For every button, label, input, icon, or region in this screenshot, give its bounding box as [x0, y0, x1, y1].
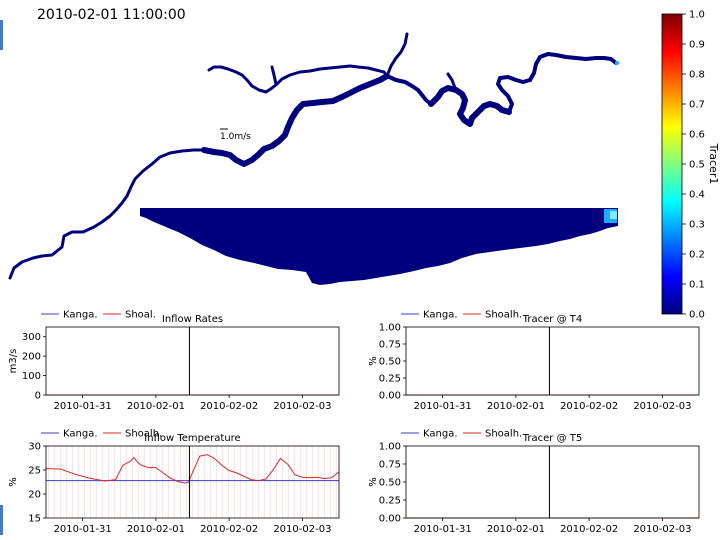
series-line-shoalh [45, 454, 340, 484]
y-tick-label: 0.00 [379, 391, 401, 402]
y-tick-label: 0.50 [379, 478, 401, 489]
colorbar-tick-label: 0.1 [689, 280, 705, 291]
plot-frame [45, 445, 340, 519]
chart-legend: Kanga. Shoal. [41, 310, 156, 321]
chart-title: Inflow Rates [162, 314, 223, 325]
colorbar-tick-label: 0.3 [689, 220, 705, 231]
legend-label: Shoalh. [125, 429, 162, 440]
colorbar-tick-label: 0.4 [689, 190, 705, 201]
y-tick-label: 0 [35, 391, 41, 402]
plot-area [406, 327, 699, 395]
y-tick-label: 15 [28, 514, 41, 525]
x-tick-label: 2010-02-03 [633, 401, 691, 412]
longitudinal-section [140, 208, 618, 285]
colorbar-tick-label: 1.0 [689, 10, 705, 21]
x-tick-label: 2010-01-31 [414, 524, 472, 535]
x-tick-label: 2010-02-02 [200, 524, 258, 535]
river-plan-view [8, 32, 618, 280]
left-edge-marker-top [0, 20, 3, 50]
y-tick-label: 0.50 [379, 357, 401, 368]
velocity-scale-label: 1.0m/s [220, 132, 251, 142]
y-tick-label: 0.75 [379, 460, 401, 471]
chart-tracer-t5: Tracer @ T5 0.00 0.25 0.50 0.75 1.00 2010-01-3… [368, 429, 700, 535]
y-tick-label: 25 [28, 466, 41, 477]
chart-legend: Kanga. Shoalh. [401, 310, 522, 321]
y-axis-label: % [368, 477, 379, 487]
y-tick-label: 1.00 [379, 323, 401, 334]
y-axis-label: % [368, 356, 379, 366]
x-tick-label: 2010-02-03 [633, 524, 691, 535]
colorbar-label: Tracer1 [707, 143, 720, 185]
x-tick-label: 2010-01-31 [54, 524, 112, 535]
x-tick-label: 2010-02-01 [127, 524, 185, 535]
colorbar-tick-label: 0.0 [689, 310, 705, 321]
x-tick-label: 2010-02-02 [560, 401, 618, 412]
y-tick-label: 0.25 [379, 496, 401, 507]
colorbar-gradient [661, 13, 683, 315]
section-inflow-core [610, 211, 617, 219]
x-tick-label: 2010-01-31 [54, 401, 112, 412]
chart-inflow-temperature: Inflow Temperature 15 20 25 30 2010-01-31 2010… [8, 429, 340, 535]
x-tick-label: 2010-02-02 [200, 401, 258, 412]
legend-label: Shoalh. [485, 429, 522, 440]
left-edge-marker-bottom [0, 505, 3, 535]
inflow-point-north [615, 61, 619, 65]
y-tick-label: 30 [28, 442, 41, 453]
x-tick-label: 2010-02-03 [273, 524, 331, 535]
chart-title: Tracer @ T5 [522, 433, 582, 444]
legend-label: Kanga. [423, 310, 458, 321]
x-tick-label: 2010-02-02 [560, 524, 618, 535]
timestamp: 2010-02-01 11:00:00 [37, 7, 186, 23]
chart-legend: Kanga. Shoalh. [401, 429, 522, 440]
x-tick-label: 2010-02-03 [273, 401, 331, 412]
y-tick-label: 300 [22, 332, 41, 343]
legend-label: Kanga. [63, 310, 98, 321]
chart-title: Tracer @ T4 [522, 314, 582, 325]
y-axis-label: m3/s [8, 349, 19, 374]
x-tick-label: 2010-02-01 [487, 401, 545, 412]
plot-area [406, 446, 699, 518]
y-tick-label: 0.75 [379, 340, 401, 351]
legend-label: Kanga. [423, 429, 458, 440]
x-tick-label: 2010-01-31 [414, 401, 472, 412]
y-axis-label: % [8, 477, 19, 487]
chart-title: Inflow Temperature [144, 433, 240, 444]
colorbar-tick-label: 0.9 [689, 40, 705, 51]
y-tick-label: 20 [28, 490, 41, 501]
chart-inflow-rates: Inflow Rates 0 100 200 300 2010-01-31 2010-02-… [8, 310, 340, 412]
plot-area [46, 327, 339, 395]
colorbar-tick-label: 0.6 [689, 130, 705, 141]
legend-label: Kanga. [63, 429, 98, 440]
plot-frame [45, 326, 340, 396]
legend-label: Shoal. [125, 310, 156, 321]
y-tick-label: 0.25 [379, 374, 401, 385]
time-series-panels: Inflow Rates 0 100 200 300 2010-01-31 2010-02-… [8, 310, 700, 535]
colorbar-tick-label: 0.5 [689, 160, 705, 171]
chart-legend: Kanga. Shoalh. [41, 429, 162, 440]
y-tick-label: 100 [22, 371, 41, 382]
x-tick-label: 2010-02-01 [127, 401, 185, 412]
x-tick-label: 2010-02-01 [487, 524, 545, 535]
chart-tracer-t4: Tracer @ T4 0.00 0.25 0.50 0.75 1.00 2010-01-3… [368, 310, 700, 412]
y-tick-label: 1.00 [379, 442, 401, 453]
colorbar-tick-label: 0.2 [689, 250, 705, 261]
colorbar-tick-label: 0.7 [689, 100, 705, 111]
colorbar-tick-label: 0.8 [689, 70, 705, 81]
y-tick-label: 0.00 [379, 514, 401, 525]
legend-label: Shoalh. [485, 310, 522, 321]
y-tick-label: 200 [22, 352, 41, 363]
plot-grid-pattern [46, 446, 339, 518]
colorbar: 1.0 0.9 0.8 0.7 0.6 0.5 0.4 0.3 0.2 0.1 0.0 Tracer… [661, 10, 720, 321]
